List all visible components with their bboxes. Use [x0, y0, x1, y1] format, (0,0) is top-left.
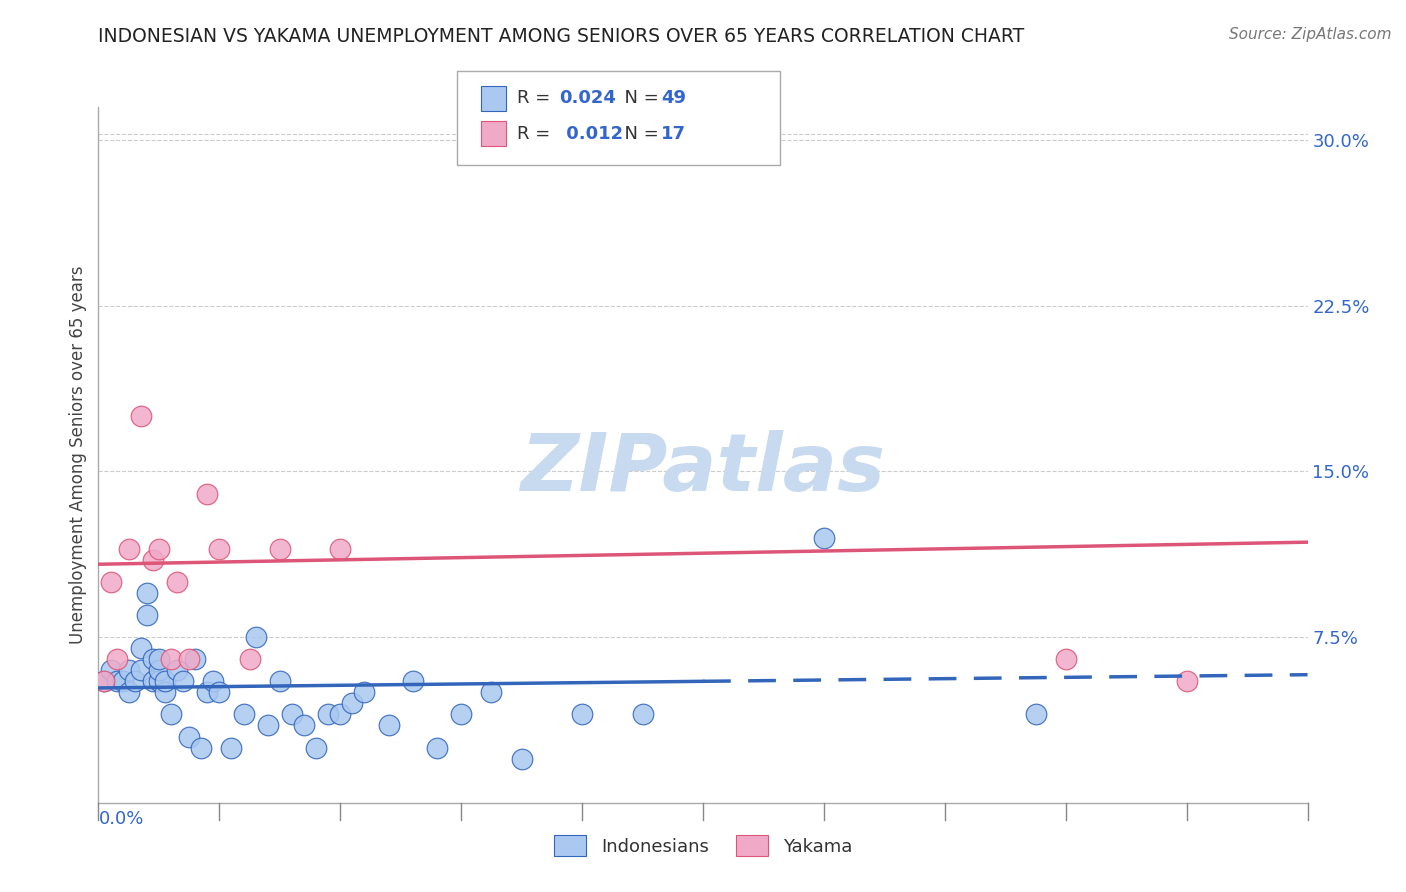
- Point: [148, 541, 170, 556]
- Point: [481, 685, 503, 699]
- Point: [510, 751, 533, 765]
- Text: R =: R =: [517, 89, 557, 107]
- Text: Source: ZipAtlas.com: Source: ZipAtlas.com: [1229, 27, 1392, 42]
- Point: [142, 553, 165, 567]
- Point: [269, 541, 291, 556]
- Point: [111, 674, 134, 689]
- Point: [179, 730, 201, 744]
- Point: [153, 674, 176, 689]
- Point: [353, 685, 375, 699]
- Text: R =: R =: [517, 125, 557, 143]
- Point: [172, 674, 194, 689]
- Point: [184, 652, 207, 666]
- Point: [329, 707, 352, 722]
- Text: 0.0%: 0.0%: [98, 810, 143, 828]
- Point: [316, 707, 339, 722]
- Text: ZIPatlas: ZIPatlas: [520, 430, 886, 508]
- Point: [166, 663, 188, 677]
- Point: [239, 652, 262, 666]
- Text: 0.012: 0.012: [560, 125, 623, 143]
- Point: [208, 541, 231, 556]
- Point: [129, 641, 152, 656]
- Point: [377, 718, 399, 732]
- Point: [195, 685, 218, 699]
- Text: 0.024: 0.024: [560, 89, 616, 107]
- Point: [1054, 652, 1077, 666]
- Point: [1175, 674, 1198, 689]
- Point: [190, 740, 212, 755]
- Text: INDONESIAN VS YAKAMA UNEMPLOYMENT AMONG SENIORS OVER 65 YEARS CORRELATION CHART: INDONESIAN VS YAKAMA UNEMPLOYMENT AMONG …: [98, 27, 1025, 45]
- Text: 49: 49: [661, 89, 686, 107]
- Point: [208, 685, 231, 699]
- Point: [631, 707, 654, 722]
- Point: [450, 707, 472, 722]
- Point: [269, 674, 291, 689]
- Point: [202, 674, 225, 689]
- Point: [142, 652, 165, 666]
- Point: [329, 541, 352, 556]
- Point: [571, 707, 593, 722]
- Point: [179, 652, 201, 666]
- Point: [813, 531, 835, 545]
- Point: [292, 718, 315, 732]
- Point: [426, 740, 449, 755]
- Point: [100, 574, 122, 589]
- Point: [105, 652, 128, 666]
- Y-axis label: Unemployment Among Seniors over 65 years: Unemployment Among Seniors over 65 years: [69, 266, 87, 644]
- Point: [148, 674, 170, 689]
- Point: [118, 663, 141, 677]
- Point: [105, 674, 128, 689]
- Point: [1024, 707, 1046, 722]
- Point: [195, 486, 218, 500]
- Point: [118, 685, 141, 699]
- Point: [142, 674, 165, 689]
- Point: [221, 740, 243, 755]
- Point: [232, 707, 254, 722]
- Point: [148, 652, 170, 666]
- Point: [153, 685, 176, 699]
- Text: N =: N =: [613, 125, 665, 143]
- Point: [135, 608, 157, 623]
- Text: N =: N =: [613, 89, 665, 107]
- Point: [281, 707, 304, 722]
- Point: [245, 630, 267, 644]
- Point: [160, 707, 183, 722]
- Point: [148, 663, 170, 677]
- Point: [93, 674, 115, 689]
- Point: [100, 663, 122, 677]
- Point: [118, 541, 141, 556]
- Text: 17: 17: [661, 125, 686, 143]
- Point: [256, 718, 278, 732]
- Point: [129, 409, 152, 424]
- Point: [135, 586, 157, 600]
- Point: [129, 663, 152, 677]
- Point: [402, 674, 425, 689]
- Legend: Indonesians, Yakama: Indonesians, Yakama: [547, 828, 859, 863]
- Point: [124, 674, 146, 689]
- Point: [166, 574, 188, 589]
- Point: [160, 652, 183, 666]
- Point: [93, 674, 115, 689]
- Point: [305, 740, 328, 755]
- Point: [342, 697, 364, 711]
